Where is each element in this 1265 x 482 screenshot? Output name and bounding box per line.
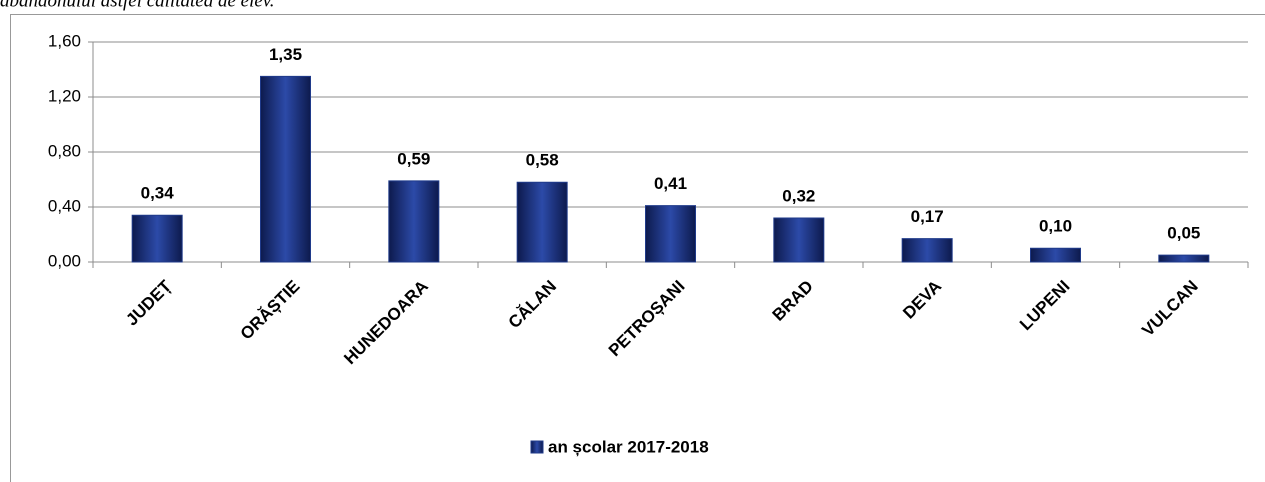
x-tick-label: LUPENI [1016, 277, 1074, 335]
value-label: 0,41 [654, 174, 687, 193]
value-label: 0,32 [782, 186, 815, 205]
chart-frame [10, 14, 1265, 482]
value-label: 0,05 [1167, 224, 1200, 243]
value-label: 0,17 [911, 207, 944, 226]
bar [260, 75, 311, 263]
x-tick-label: PETROȘANI [605, 277, 689, 361]
bar [131, 214, 183, 263]
bar [901, 238, 953, 263]
x-tick-label: VULCAN [1138, 277, 1202, 341]
note: abandonului astfel calitatea de elev. [0, 0, 275, 11]
x-tick-label: HUNEDOARA [340, 277, 432, 369]
value-label: 0,58 [526, 151, 559, 170]
x-tick-label: ORĂȘTIE [237, 277, 304, 344]
bar [1158, 254, 1210, 263]
x-tick-label: BRAD [769, 277, 817, 325]
bar [388, 180, 440, 263]
x-tick-label: JUDEȚ [122, 276, 175, 329]
y-tick-label: 1,20 [48, 86, 81, 105]
bar [1030, 247, 1081, 263]
bar [516, 181, 568, 263]
bar [773, 217, 825, 263]
y-tick-label: 0,40 [48, 196, 81, 215]
value-label: 0,59 [397, 149, 430, 168]
x-tick-label: DEVA [899, 277, 945, 323]
legend-swatch [530, 440, 544, 454]
x-tick-label: CĂLAN [505, 277, 561, 333]
value-label: 0,10 [1039, 217, 1072, 236]
y-tick-label: 1,60 [48, 31, 81, 50]
value-label: 0,34 [141, 184, 175, 203]
legend-label: an școlar 2017-2018 [548, 437, 709, 456]
value-label: 1,35 [269, 45, 302, 64]
y-tick-label: 0,80 [48, 141, 81, 160]
y-tick-label: 0,00 [48, 251, 81, 270]
bar [645, 205, 696, 263]
